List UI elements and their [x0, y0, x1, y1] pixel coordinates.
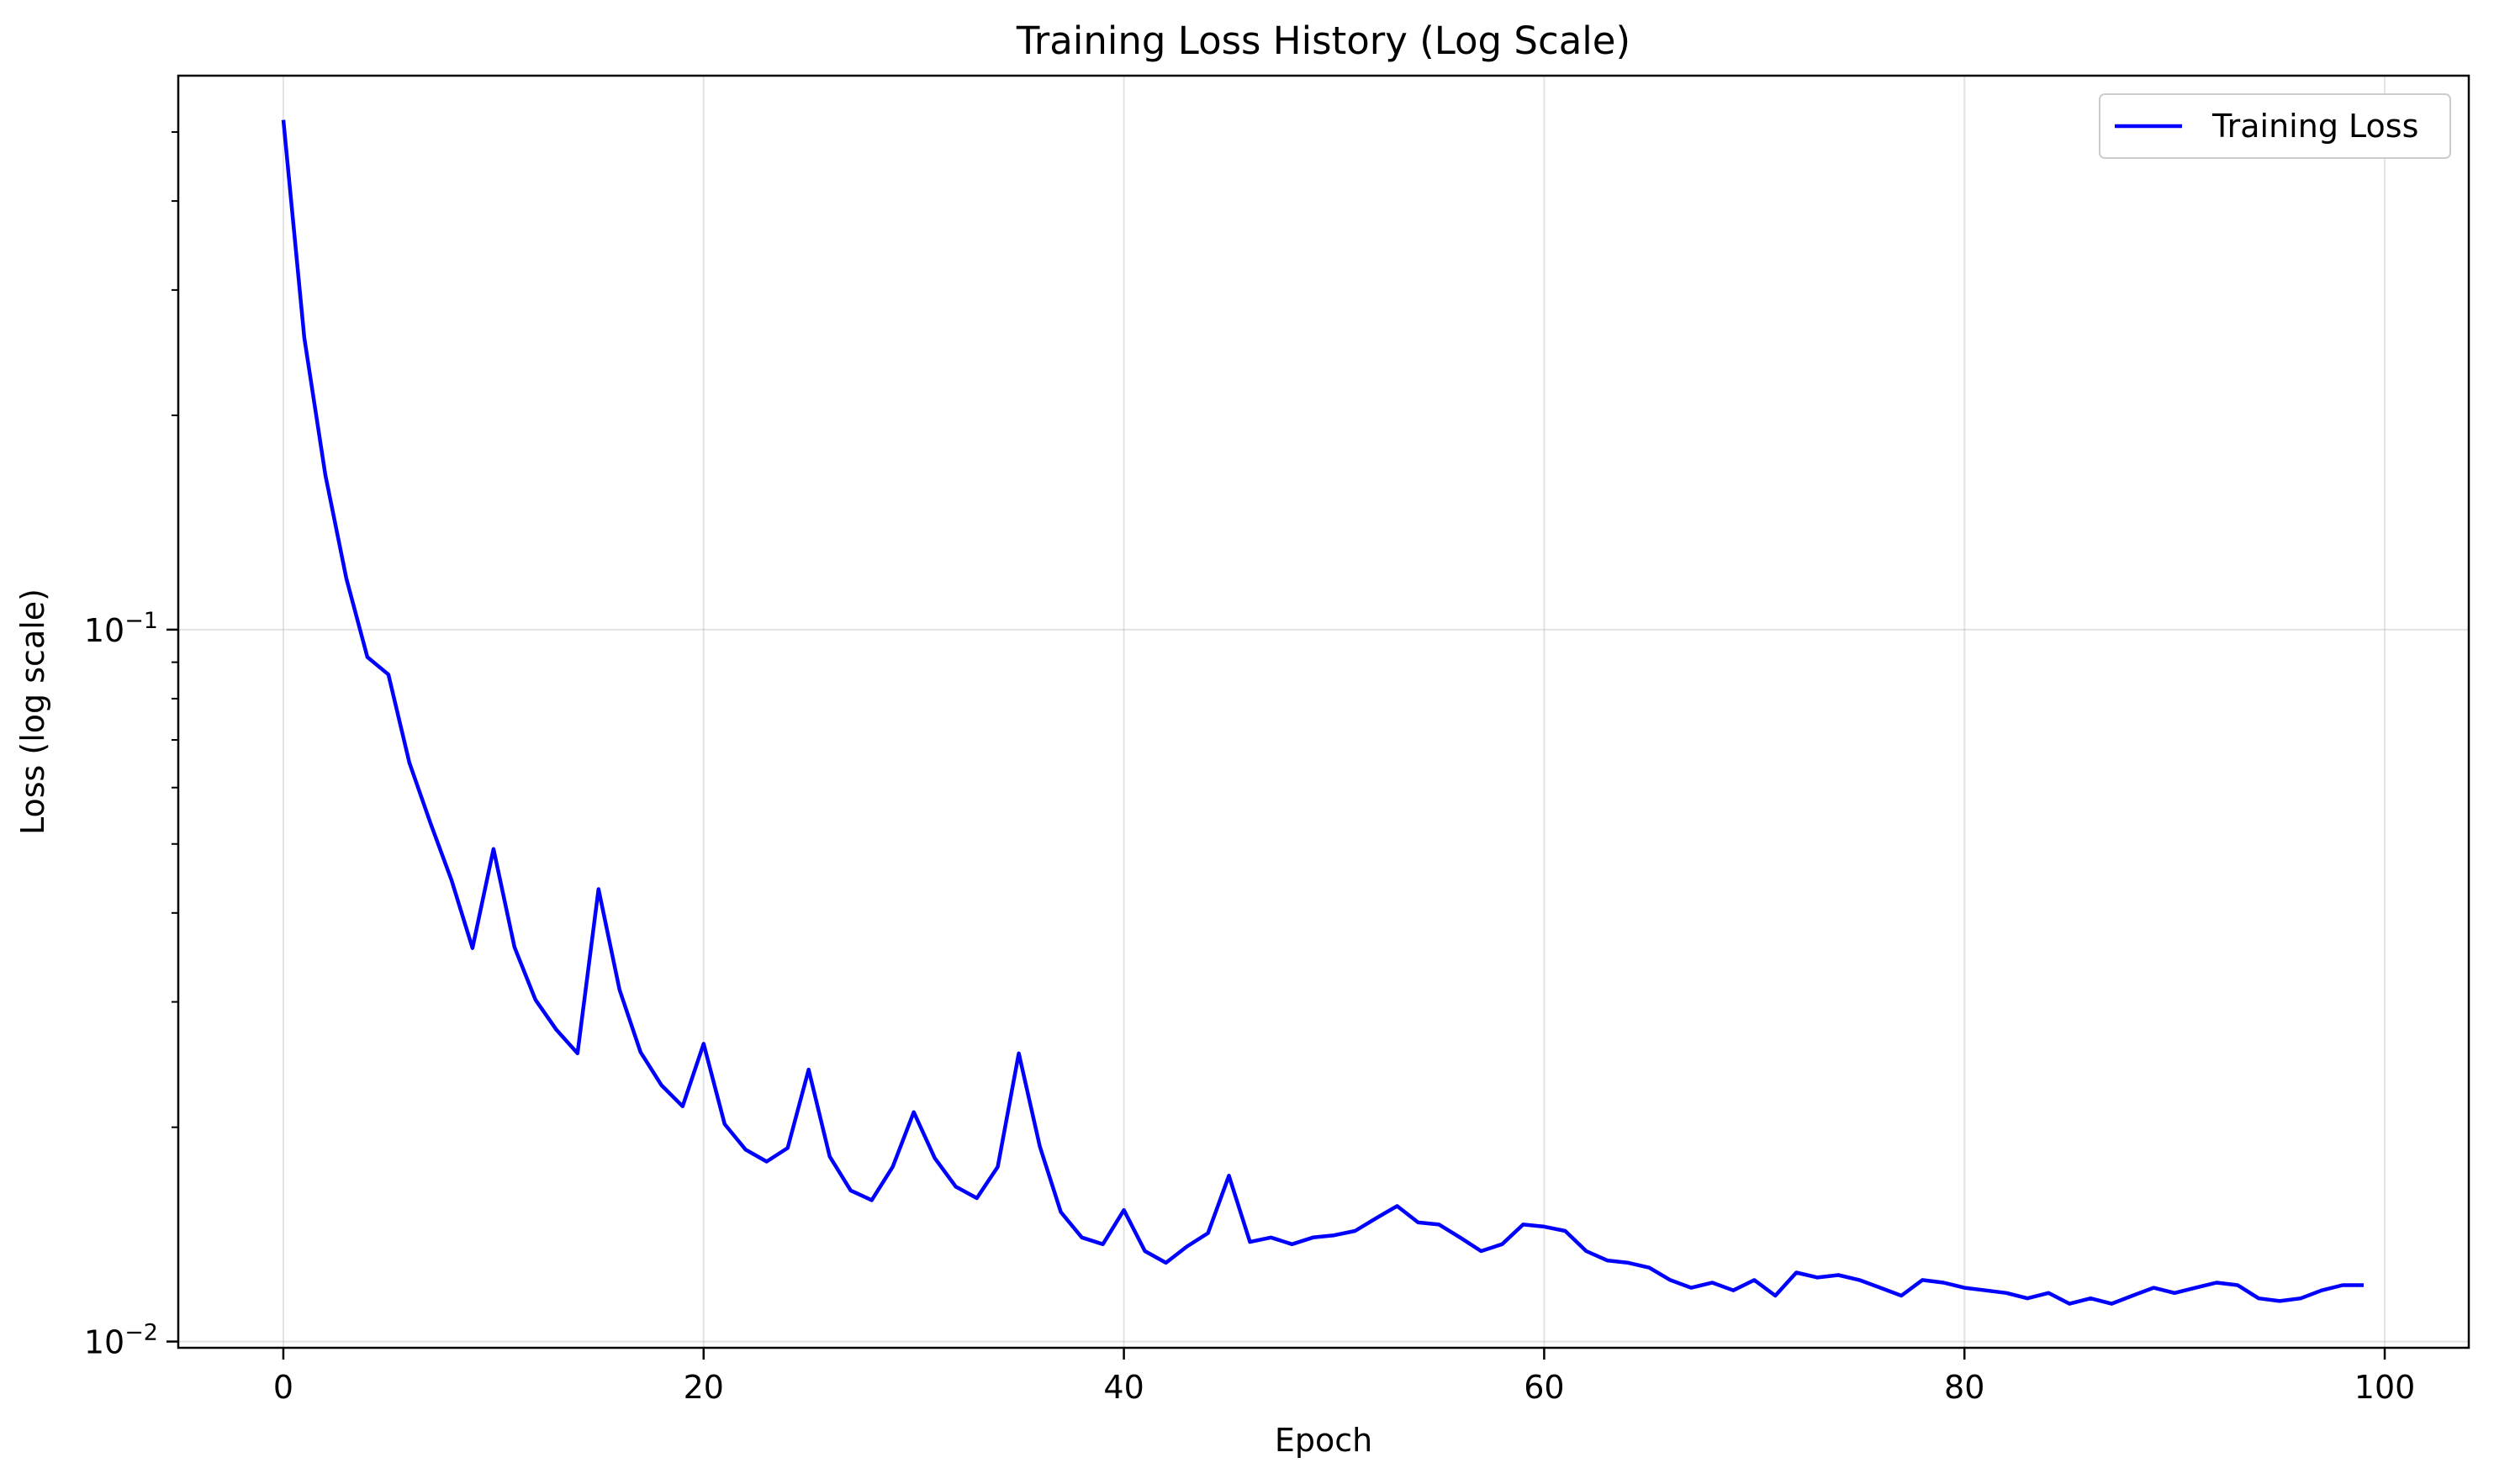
x-tick-label: 100: [2354, 1369, 2416, 1406]
legend-box: [2099, 93, 2451, 159]
y-axis-ticks: 10−1 10−2: [84, 131, 178, 1361]
series-line: [281, 119, 2364, 1306]
x-axis-ticks: 0 20 40 60 80 100: [273, 1348, 2415, 1406]
x-tick-label: 20: [684, 1369, 724, 1406]
legend-label: Training Loss: [2211, 108, 2418, 145]
y-tick-label: 10−2: [84, 1320, 158, 1361]
y-axis-label: Loss (log scale): [14, 589, 51, 835]
data-lines: [281, 119, 2364, 1306]
x-axis-label: Epoch: [1275, 1422, 1372, 1459]
x-tick-label: 80: [1944, 1369, 1984, 1406]
y-tick-label: 10−1: [84, 608, 158, 649]
x-tick-label: 0: [273, 1369, 293, 1406]
x-tick-label: 40: [1103, 1369, 1144, 1406]
legend: Training Loss: [2099, 93, 2451, 159]
grid: [178, 76, 2469, 1348]
x-tick-label: 60: [1524, 1369, 1564, 1406]
chart-title: Training Loss History (Log Scale): [1016, 18, 1630, 63]
plot-frame: [177, 74, 2470, 1349]
